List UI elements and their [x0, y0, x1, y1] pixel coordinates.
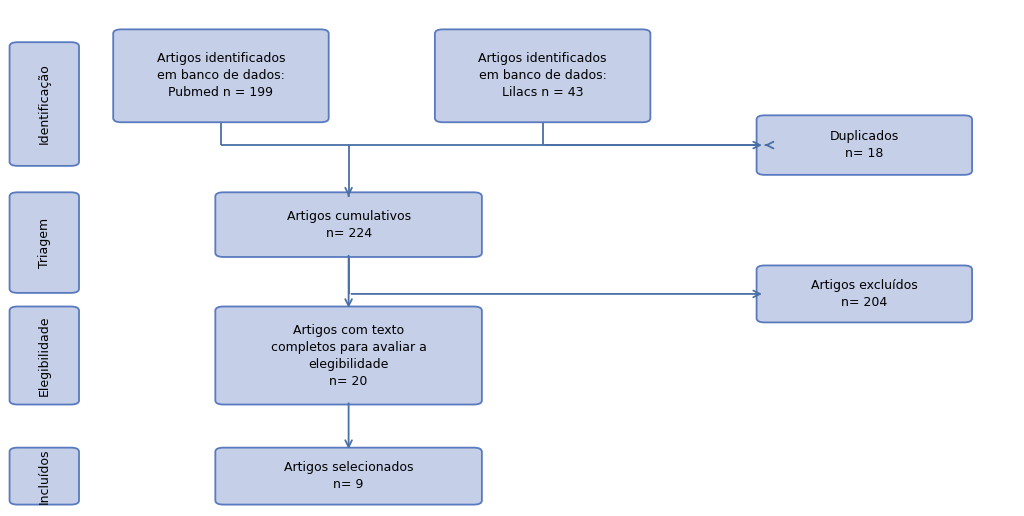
- FancyBboxPatch shape: [757, 115, 972, 175]
- Text: Identificação: Identificação: [38, 63, 51, 144]
- Text: Incluídos: Incluídos: [38, 448, 51, 504]
- Text: Elegibilidade: Elegibilidade: [38, 315, 51, 396]
- FancyBboxPatch shape: [215, 307, 482, 405]
- Text: Duplicados
n= 18: Duplicados n= 18: [829, 130, 899, 160]
- FancyBboxPatch shape: [215, 448, 482, 505]
- Text: Artigos identificados
em banco de dados:
Lilacs n = 43: Artigos identificados em banco de dados:…: [478, 52, 607, 99]
- FancyBboxPatch shape: [215, 192, 482, 257]
- FancyBboxPatch shape: [9, 307, 79, 405]
- Text: Artigos excluídos
n= 204: Artigos excluídos n= 204: [811, 279, 918, 309]
- Text: Artigos selecionados
n= 9: Artigos selecionados n= 9: [284, 461, 414, 491]
- Text: Artigos identificados
em banco de dados:
Pubmed n = 199: Artigos identificados em banco de dados:…: [157, 52, 286, 99]
- FancyBboxPatch shape: [9, 448, 79, 505]
- FancyBboxPatch shape: [9, 42, 79, 166]
- FancyBboxPatch shape: [9, 192, 79, 293]
- FancyBboxPatch shape: [757, 265, 972, 322]
- Text: Triagem: Triagem: [38, 218, 51, 268]
- FancyBboxPatch shape: [114, 29, 329, 122]
- Text: Artigos cumulativos
n= 224: Artigos cumulativos n= 224: [287, 209, 411, 239]
- Text: Artigos com texto
completos para avaliar a
elegibilidade
n= 20: Artigos com texto completos para avaliar…: [270, 324, 427, 388]
- FancyBboxPatch shape: [435, 29, 650, 122]
